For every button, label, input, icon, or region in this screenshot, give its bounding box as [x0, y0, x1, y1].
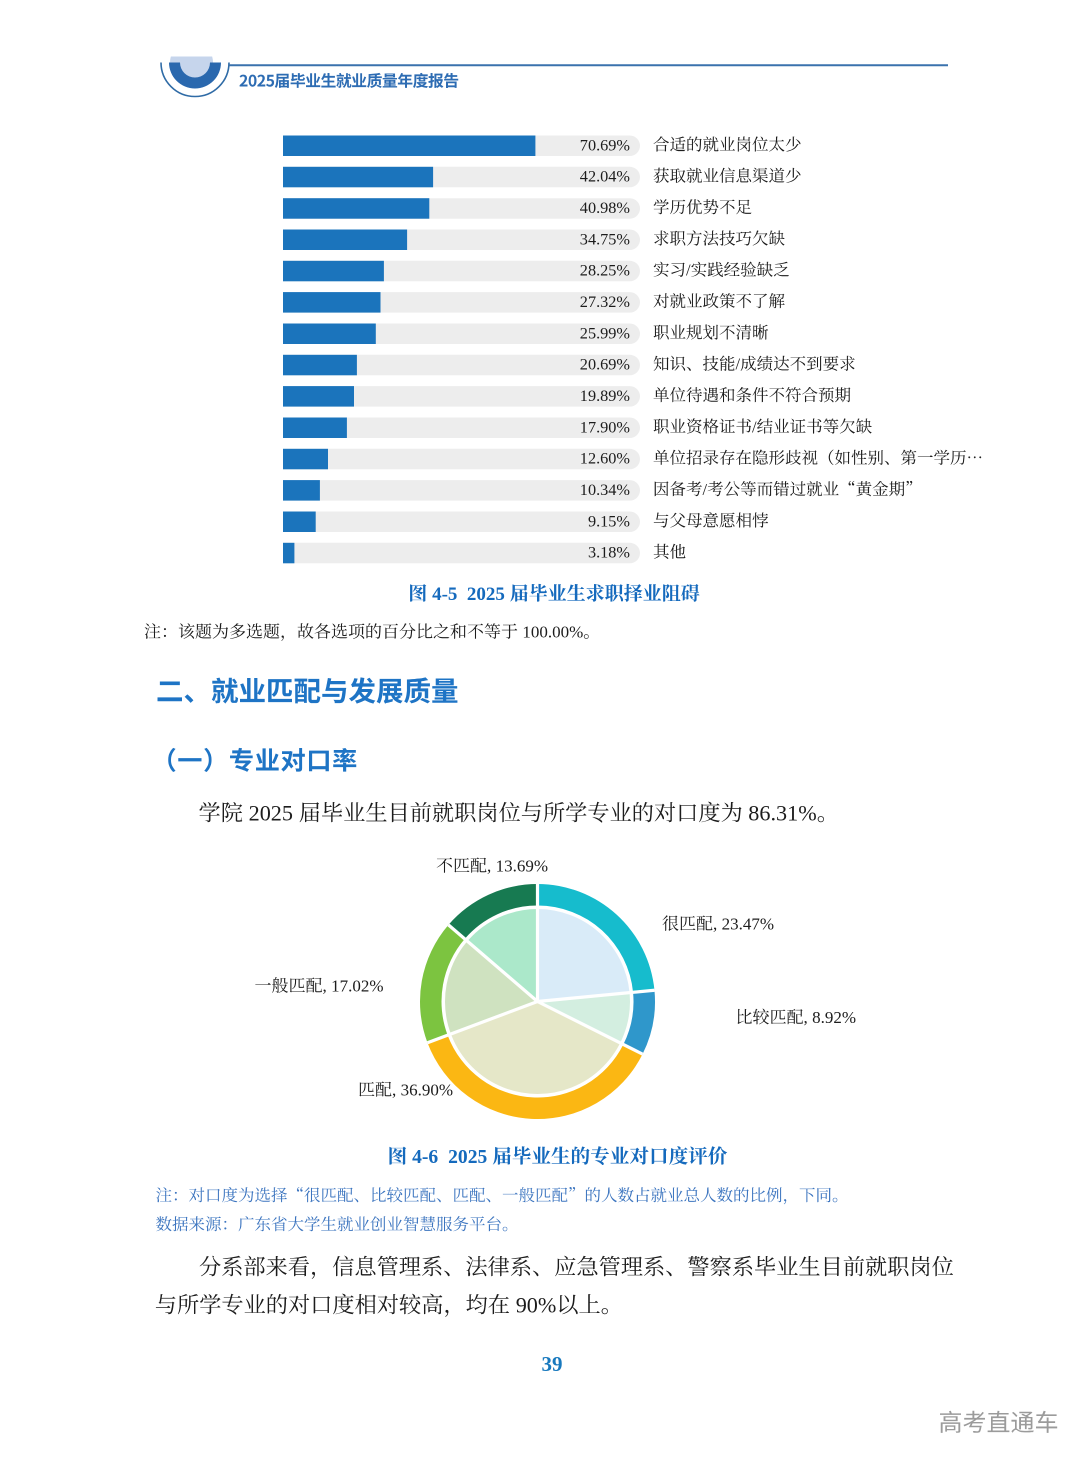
- svg-text:40.98%: 40.98%: [580, 198, 630, 217]
- svg-text:100.00%: 100.00%: [522, 623, 583, 642]
- svg-text:9.15%: 9.15%: [588, 511, 630, 530]
- svg-text:/: /: [703, 480, 708, 499]
- svg-text:34.75%: 34.75%: [580, 229, 630, 248]
- svg-text:2025: 2025: [467, 584, 505, 605]
- svg-text:,: ,: [323, 977, 327, 996]
- svg-text:23.47%: 23.47%: [722, 915, 774, 934]
- svg-text:,: ,: [487, 857, 491, 876]
- svg-text:8.92%: 8.92%: [812, 1008, 856, 1027]
- svg-text:4-6: 4-6: [412, 1147, 438, 1168]
- svg-text:42.04%: 42.04%: [580, 167, 630, 186]
- svg-text:17.90%: 17.90%: [580, 417, 630, 436]
- svg-text:12.60%: 12.60%: [580, 449, 630, 468]
- svg-text:2025: 2025: [249, 801, 293, 826]
- svg-text:/: /: [736, 355, 741, 374]
- svg-text:86.31%: 86.31%: [748, 801, 816, 826]
- svg-text:39: 39: [542, 1352, 563, 1376]
- svg-text:28.25%: 28.25%: [580, 261, 630, 280]
- svg-text:4-5: 4-5: [432, 584, 457, 605]
- svg-text:70.69%: 70.69%: [580, 135, 630, 154]
- svg-text:2025: 2025: [448, 1147, 487, 1168]
- svg-text:,: ,: [804, 1008, 808, 1027]
- svg-text:,: ,: [713, 915, 717, 934]
- svg-text:20.69%: 20.69%: [580, 355, 630, 374]
- svg-text:27.32%: 27.32%: [580, 292, 630, 311]
- svg-text:3.18%: 3.18%: [588, 543, 630, 562]
- svg-text:,: ,: [392, 1081, 396, 1100]
- svg-text:36.90%: 36.90%: [401, 1081, 453, 1100]
- svg-text:90%: 90%: [516, 1293, 557, 1318]
- svg-text:17.02%: 17.02%: [331, 977, 383, 996]
- svg-text:25.99%: 25.99%: [580, 323, 630, 342]
- svg-text:/: /: [752, 417, 757, 436]
- svg-text:/: /: [686, 261, 691, 280]
- svg-text:10.34%: 10.34%: [580, 480, 630, 499]
- svg-text:13.69%: 13.69%: [496, 857, 548, 876]
- svg-text:19.89%: 19.89%: [580, 386, 630, 405]
